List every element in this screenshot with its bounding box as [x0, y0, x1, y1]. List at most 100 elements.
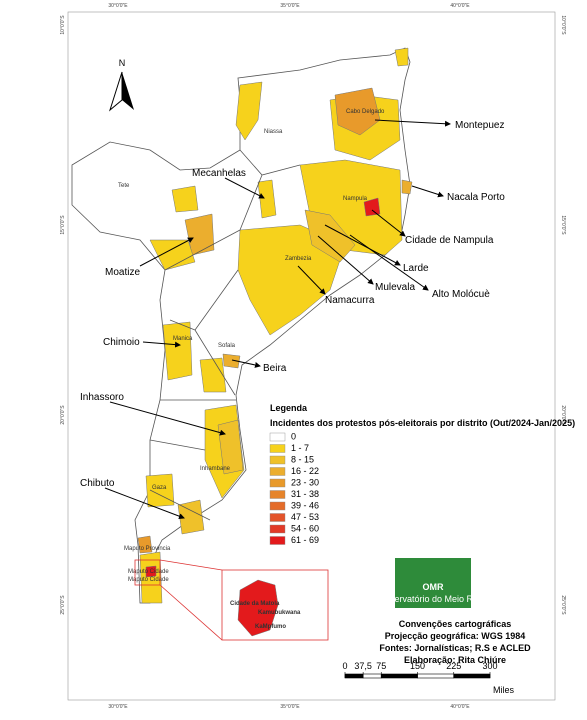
coord-label: 20°0'0"S [60, 405, 66, 425]
scale-tick-label: 0 [342, 661, 347, 671]
district [401, 179, 413, 195]
callout-arrow [411, 185, 444, 198]
north-arrow [122, 72, 134, 110]
district [139, 551, 163, 604]
callout-label: Moatize [105, 267, 140, 278]
district [162, 321, 193, 381]
inset-label: Cidade da Matola [230, 601, 280, 607]
callout-label: Chimoio [103, 337, 140, 348]
province-label: Maputo Provincia [124, 546, 171, 552]
callout-label: Chibuto [80, 478, 115, 489]
inset-label: KaMpfumo [255, 624, 286, 630]
legend-label: 31 - 38 [291, 489, 319, 499]
legend-subtitle: Incidentes dos protestos pós-eleitorais … [270, 418, 575, 428]
province-label: Maputo Cidade [128, 577, 169, 583]
coord-label: 10°0'0"S [560, 15, 566, 35]
credit-line: Projecção geográfica: WGS 1984 [385, 631, 526, 641]
legend-label: 23 - 30 [291, 478, 319, 488]
legend-label: 8 - 15 [291, 455, 314, 465]
coord-label: 40°0'0"E [450, 3, 470, 9]
scale-unit: Miles [493, 685, 515, 695]
callout-arrow [231, 359, 261, 368]
district [334, 87, 381, 136]
legend-swatch [269, 524, 286, 534]
scale-tick-label: 225 [446, 661, 461, 671]
district [137, 535, 153, 554]
coord-label: 25°0'0"S [560, 595, 566, 615]
coord-label: 30°0'0"E [108, 704, 128, 710]
callout-arrow [297, 265, 326, 295]
legend-label: 0 [291, 432, 296, 442]
credit-line: Elaboração: Rita Chiúre [404, 655, 506, 665]
district [235, 81, 263, 141]
legend-label: 47 - 53 [291, 512, 319, 522]
inset-connector [159, 584, 223, 641]
legend-swatch [269, 536, 286, 545]
callout-arrow [109, 401, 226, 436]
legend-swatch [269, 455, 286, 465]
district [363, 197, 381, 217]
district [199, 357, 227, 393]
callout-arrow [224, 177, 265, 199]
coord-label: 15°0'0"S [60, 215, 66, 235]
callout-arrow [371, 209, 406, 237]
callout-arrow [142, 341, 181, 348]
callout-arrow [324, 224, 401, 266]
legend-label: 39 - 46 [291, 501, 319, 511]
district [394, 47, 409, 67]
credit-line: Fontes: Jornalísticas; R.S e ACLED [379, 643, 531, 653]
province-label: Niassa [264, 129, 283, 135]
coord-label: 20°0'0"S [560, 405, 566, 425]
province-label: Nampula [343, 196, 368, 202]
province-label: Zambezia [285, 256, 312, 262]
district [149, 239, 196, 271]
coord-label: 40°0'0"E [450, 704, 470, 710]
legend-label: 1 - 7 [291, 443, 309, 453]
inset-label: Kamubukwana [258, 610, 301, 616]
province-label: Inhambane [200, 466, 231, 472]
coord-label: 10°0'0"S [60, 15, 66, 35]
callout-arrow [104, 487, 185, 520]
legend-swatch [269, 501, 286, 511]
scale-tick-label: 300 [482, 661, 497, 671]
inset-locator [134, 559, 161, 586]
legend-swatch [269, 432, 286, 442]
callout-arrow [374, 119, 451, 127]
district [184, 213, 215, 256]
north-label: N [119, 58, 126, 68]
legend-label: 61 - 69 [291, 535, 319, 545]
credit-line: Convenções cartográficas [399, 619, 512, 629]
coord-label: 30°0'0"E [108, 3, 128, 9]
province-label: Tete [118, 183, 130, 189]
logo-name: OMR [423, 582, 444, 592]
callout-label: Larde [403, 263, 429, 274]
callout-label: Namacurra [325, 295, 375, 306]
district [304, 209, 356, 263]
province-label: Gaza [152, 485, 167, 491]
logo-box [395, 558, 471, 608]
district [177, 499, 205, 535]
province-label: Sofala [218, 343, 236, 349]
coord-label: 35°0'0"E [280, 3, 300, 9]
north-arrow [109, 71, 123, 112]
scale-segment [453, 673, 491, 679]
legend-swatch [269, 467, 286, 476]
district [257, 179, 277, 219]
callout-label: Inhassoro [80, 392, 124, 403]
district [145, 565, 157, 578]
callout-label: Cidade de Nampula [405, 235, 494, 246]
scale-tick-label: 75 [376, 661, 386, 671]
inset-connector [159, 559, 223, 571]
coord-label: 15°0'0"S [560, 215, 566, 235]
legend-label: 54 - 60 [291, 524, 319, 534]
province-label: Maputo Cidade [128, 569, 169, 575]
callout-arrow [349, 234, 429, 291]
coord-label: 35°0'0"E [280, 704, 300, 710]
callout-label: Beira [263, 363, 287, 374]
legend-swatch [269, 444, 286, 453]
scale-segment [362, 673, 382, 679]
callout-label: Nacala Porto [447, 192, 505, 203]
coord-label: 25°0'0"S [60, 595, 66, 615]
callout-label: Mecanhelas [192, 168, 246, 179]
